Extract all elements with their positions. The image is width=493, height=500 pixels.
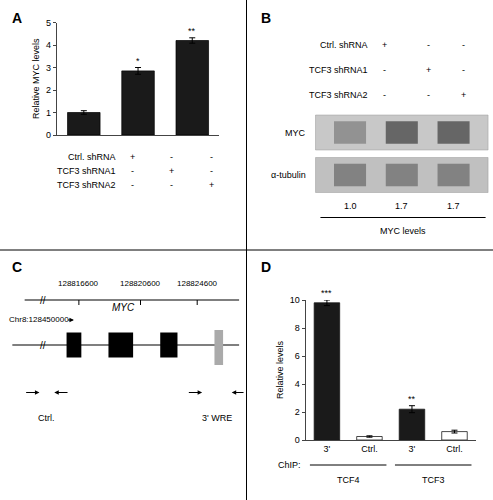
svg-text:+: + — [209, 180, 214, 190]
svg-text:TCF3 shRNA2: TCF3 shRNA2 — [309, 90, 368, 100]
svg-text:**: ** — [408, 394, 416, 404]
svg-text:α-tubulin: α-tubulin — [271, 170, 306, 180]
svg-text:2: 2 — [46, 85, 51, 95]
svg-text:-: - — [383, 90, 386, 100]
svg-text:10: 10 — [290, 295, 300, 305]
svg-text:B: B — [261, 10, 271, 26]
svg-text:Ctrl.: Ctrl. — [361, 444, 378, 454]
svg-text:TCF3 shRNA1: TCF3 shRNA1 — [57, 166, 116, 176]
svg-text:MYC: MYC — [112, 302, 135, 313]
svg-text:128820600: 128820600 — [120, 279, 161, 288]
svg-text:2: 2 — [295, 407, 300, 417]
svg-text:0: 0 — [295, 435, 300, 445]
svg-text://: // — [40, 340, 46, 351]
svg-text:TCF3 shRNA1: TCF3 shRNA1 — [309, 65, 368, 75]
svg-text:Ctrl.: Ctrl. — [446, 444, 463, 454]
svg-text:-: - — [383, 65, 386, 75]
svg-text:-: - — [131, 180, 134, 190]
svg-text:128824600: 128824600 — [177, 279, 218, 288]
svg-text:6: 6 — [295, 351, 300, 361]
svg-text:Relative MYC levels: Relative MYC levels — [31, 38, 41, 119]
svg-text:TCF4: TCF4 — [337, 475, 360, 485]
svg-text:1.7: 1.7 — [395, 201, 408, 211]
svg-text:-: - — [210, 152, 213, 162]
svg-text:5: 5 — [46, 18, 51, 28]
svg-text:TCF3: TCF3 — [422, 475, 445, 485]
svg-text:TCF3 shRNA2: TCF3 shRNA2 — [57, 180, 116, 190]
svg-text:+: + — [169, 166, 174, 176]
svg-text:3': 3' — [324, 444, 331, 454]
svg-text:-: - — [170, 152, 173, 162]
svg-text:-: - — [427, 90, 430, 100]
svg-text:+: + — [382, 40, 387, 50]
svg-text:***: *** — [321, 288, 332, 298]
svg-text:Ctrl. shRNA: Ctrl. shRNA — [68, 152, 116, 162]
svg-text:+: + — [426, 65, 431, 75]
svg-text:Chr8:128450000: Chr8:128450000 — [9, 315, 69, 324]
svg-text:0: 0 — [46, 130, 51, 140]
svg-text:3': 3' — [409, 444, 416, 454]
svg-text:-: - — [462, 40, 465, 50]
svg-text:MYC: MYC — [285, 128, 306, 138]
svg-text:4: 4 — [295, 379, 300, 389]
svg-text:C: C — [12, 259, 22, 275]
svg-text:1.7: 1.7 — [447, 201, 460, 211]
svg-text:**: ** — [188, 26, 196, 36]
svg-text:Relative levels: Relative levels — [275, 340, 285, 399]
svg-text:-: - — [462, 65, 465, 75]
svg-text:-: - — [170, 180, 173, 190]
svg-text:MYC levels: MYC levels — [380, 226, 426, 236]
svg-text:Ctrl. shRNA: Ctrl. shRNA — [320, 40, 368, 50]
svg-text:D: D — [261, 259, 271, 275]
svg-text:1: 1 — [46, 108, 51, 118]
svg-text:-: - — [427, 40, 430, 50]
svg-text:ChIP:: ChIP: — [278, 460, 301, 470]
svg-text:128816600: 128816600 — [58, 279, 99, 288]
svg-text:4: 4 — [46, 40, 51, 50]
svg-text:1.0: 1.0 — [344, 201, 357, 211]
svg-text:*: * — [136, 56, 140, 66]
svg-text:A: A — [12, 10, 22, 26]
svg-text:-: - — [131, 166, 134, 176]
svg-text:+: + — [461, 90, 466, 100]
svg-text:8: 8 — [295, 323, 300, 333]
svg-text:Ctrl.: Ctrl. — [38, 413, 55, 423]
svg-text:+: + — [130, 152, 135, 162]
svg-text:3: 3 — [46, 63, 51, 73]
svg-text:-: - — [210, 166, 213, 176]
svg-text://: // — [40, 295, 46, 306]
svg-text:3' WRE: 3' WRE — [202, 413, 232, 423]
